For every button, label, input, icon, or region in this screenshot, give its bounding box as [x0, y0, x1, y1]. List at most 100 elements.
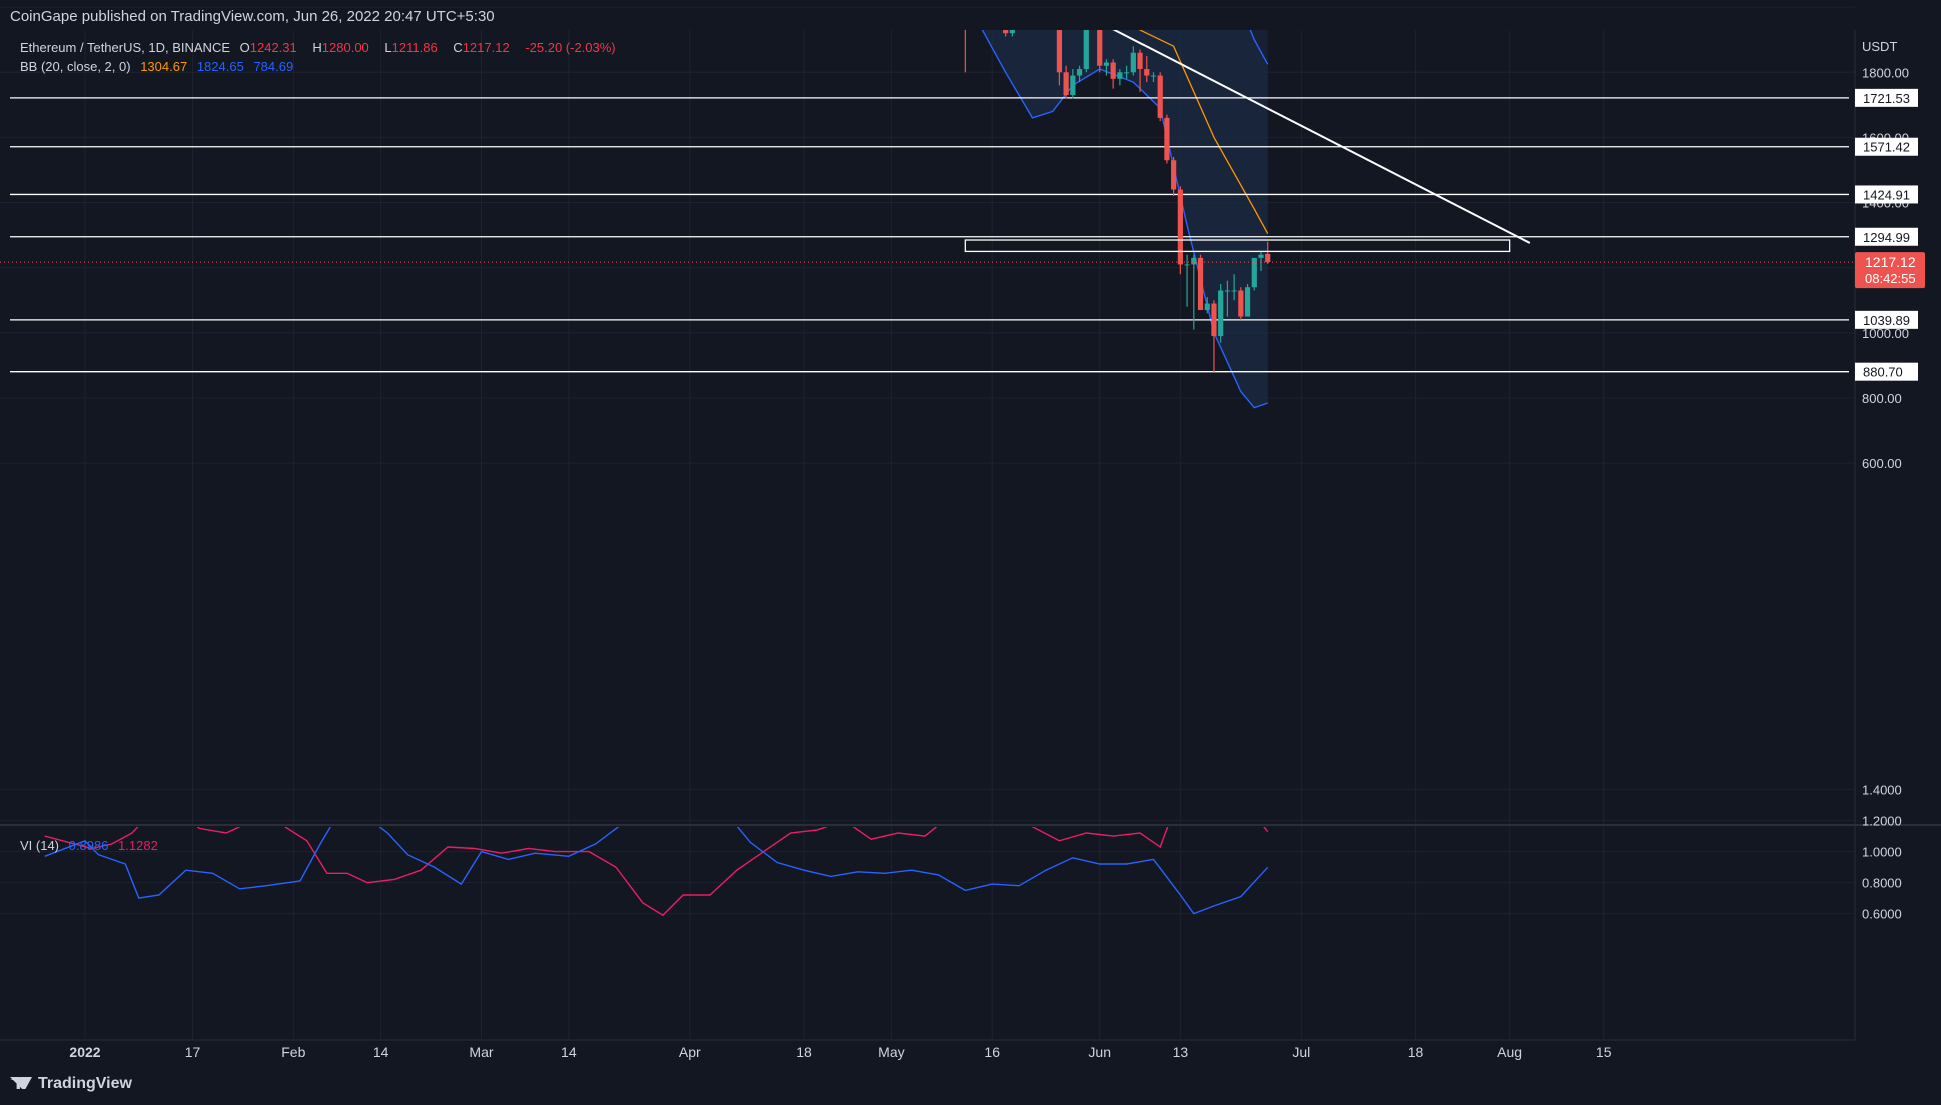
candle-body — [1056, 30, 1062, 73]
candle — [1157, 72, 1163, 122]
candle — [1137, 49, 1143, 92]
candle — [1110, 59, 1116, 89]
tradingview-logo[interactable]: TradingView — [10, 1075, 132, 1093]
candle-body — [1124, 72, 1130, 74]
candle — [1231, 274, 1237, 301]
vi-legend: VI (14) 0.8986 1.1282 — [20, 838, 164, 853]
support-resistance-levels — [10, 97, 1849, 373]
candle-body — [1003, 30, 1009, 34]
candle — [1144, 56, 1150, 83]
candle — [983, 0, 988, 7]
candle-body — [1191, 257, 1197, 265]
bb-basis-value: 1304.67 — [140, 59, 188, 74]
time-tick-label: 15 — [1596, 1044, 1612, 1060]
descending-trendline[interactable] — [965, 0, 1531, 244]
candlestick-series — [963, 0, 1271, 372]
ohlc-high-label: H — [312, 40, 322, 55]
candle-body — [1110, 62, 1116, 79]
vi-axis[interactable]: 0.6000 0.8000 1.0000 1.2000 1.4000 — [1862, 783, 1902, 922]
candle-countdown: 08:42:55 — [1865, 271, 1916, 286]
level-price-tag-bg — [1855, 185, 1918, 204]
candle-body — [1083, 30, 1089, 70]
vi-tick-label: 1.0000 — [1862, 845, 1902, 860]
candle — [1224, 280, 1230, 317]
candle — [1056, 30, 1062, 86]
level-price-tag-text: 1721.53 — [1863, 91, 1910, 106]
candle-body — [963, 0, 968, 20]
candle — [1251, 257, 1257, 291]
candle-body — [969, 4, 974, 20]
ohlc-open-value: 1242.31 — [249, 40, 297, 55]
last-price-value: 1217.12 — [1865, 254, 1916, 270]
vi-tick-label: 0.8000 — [1862, 876, 1902, 891]
symbol-title: Ethereum / TetherUS, 1D, BINANCE — [20, 40, 231, 55]
candle-body — [1009, 30, 1015, 34]
candle — [990, 0, 995, 10]
candle — [1218, 283, 1224, 343]
level-price-tag-bg — [1855, 310, 1918, 329]
level-price-tag-bg — [1855, 362, 1918, 381]
candle-body — [1037, 0, 1042, 17]
candle — [1204, 297, 1210, 314]
candle-body — [1043, 14, 1048, 17]
candle — [963, 0, 968, 73]
level-price-tag: 1294.99 — [1855, 227, 1918, 246]
time-axis[interactable]: 2022 17 Feb 14 Mar 14 Apr 18 May 16 Jun 13 Jul 18 Aug 1… — [69, 1044, 1611, 1060]
level-price-tag: 1721.53 — [1855, 88, 1918, 107]
candle-body — [1070, 75, 1076, 96]
price-axis[interactable]: USDT600.00800.001000.001200.001400.00160… — [1855, 39, 1925, 471]
grid-lines — [0, 6, 1941, 1041]
candle — [1083, 30, 1089, 73]
candle — [1097, 30, 1103, 73]
candle-body — [1231, 290, 1237, 292]
level-price-tag-text: 880.70 — [1863, 365, 1903, 380]
candle-body — [1218, 290, 1224, 337]
candle — [996, 0, 1001, 4]
candle-body — [1016, 4, 1021, 20]
level-price-tag: 880.70 — [1855, 362, 1918, 381]
candle-body — [1157, 75, 1163, 118]
ohlc-low-value: 1211.86 — [391, 40, 438, 55]
candle — [1030, 0, 1035, 17]
level-price-tag-text: 1039.89 — [1863, 313, 1910, 328]
time-tick-label: 18 — [796, 1044, 812, 1060]
candle-body — [1090, 10, 1095, 26]
ohlc-high-value: 1280.00 — [321, 40, 369, 55]
ohlc-low: L1211.86 — [384, 40, 443, 55]
level-price-tag-bg — [1855, 88, 1918, 107]
level-price-tag-text: 1571.42 — [1863, 140, 1910, 155]
candle-body — [1197, 257, 1204, 311]
bb-upper-value: 1824.65 — [196, 59, 244, 74]
brand-text: TradingView — [38, 1075, 132, 1092]
level-price-tag: 1039.89 — [1855, 310, 1918, 329]
candle-body — [1130, 52, 1136, 73]
ohlc-close: C1217.12 — [453, 40, 515, 55]
vi-tick-label: 0.6000 — [1862, 907, 1902, 922]
candle — [1164, 114, 1170, 164]
vi-minus-value: 1.1282 — [118, 838, 158, 853]
candle-body — [1258, 254, 1264, 258]
vi-tick-label: 1.4000 — [1862, 783, 1902, 798]
candle-body — [1251, 257, 1257, 288]
candle-body — [1137, 52, 1143, 70]
currency-label: USDT — [1862, 39, 1897, 54]
price-tick-label: 600.00 — [1862, 456, 1902, 471]
last-price-tag-bg — [1855, 252, 1925, 289]
candle — [1211, 300, 1217, 372]
ohlc-open: O1242.31 — [240, 40, 303, 55]
vi-minus-line — [44, 827, 1269, 917]
resistance-zone[interactable] — [964, 239, 1511, 253]
candle-body — [1265, 253, 1271, 263]
candle-body — [1204, 303, 1210, 311]
candle — [1124, 65, 1130, 79]
candle-body — [1117, 72, 1123, 79]
candle — [1023, 10, 1028, 23]
bb-lower-value: 784.69 — [253, 59, 294, 74]
price-tick-label: 800.00 — [1862, 391, 1902, 406]
level-price-tag: 1424.91 — [1855, 185, 1918, 204]
ohlc-open-label: O — [239, 40, 250, 55]
candle-body — [1171, 160, 1177, 190]
candle-body — [1103, 62, 1110, 66]
